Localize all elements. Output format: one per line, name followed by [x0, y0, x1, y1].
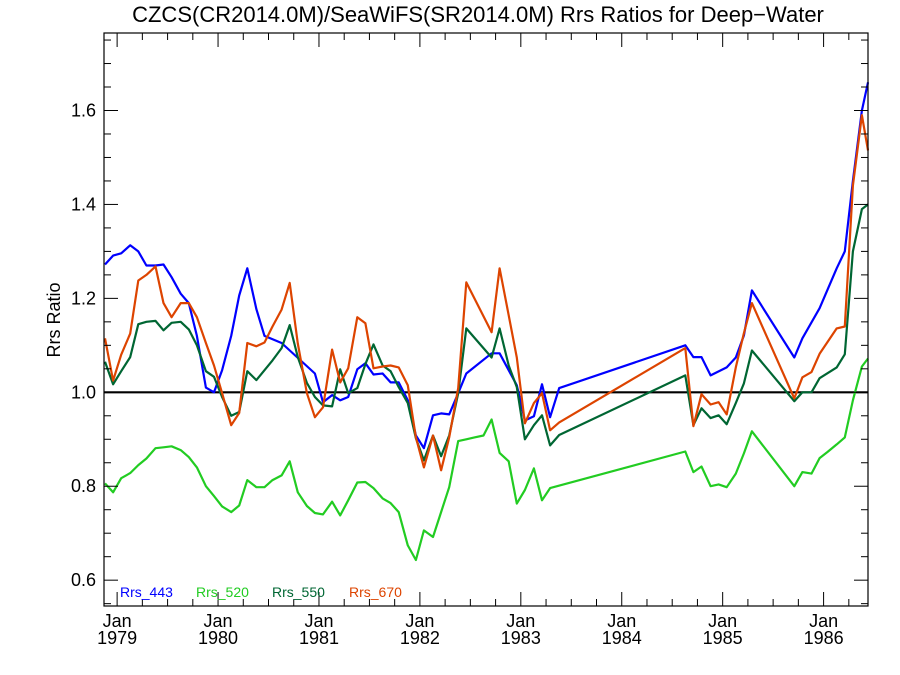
x-tick-label-year: 1981	[299, 628, 339, 648]
x-tick-label-month: Jan	[809, 611, 838, 631]
x-tick-label-year: 1984	[602, 628, 642, 648]
x-tick-label-month: Jan	[708, 611, 737, 631]
y-tick-label: 0.8	[71, 476, 96, 496]
x-tick-label-year: 1982	[400, 628, 440, 648]
y-tick-label: 1.4	[71, 194, 96, 214]
x-tick-label-year: 1983	[501, 628, 541, 648]
series-line-rrs-443	[104, 82, 870, 450]
chart-title: CZCS(CR2014.0M)/SeaWiFS(SR2014.0M) Rrs R…	[132, 2, 824, 27]
series-line-rrs-520	[104, 357, 869, 562]
legend-entry-rrs-443: Rrs_443	[120, 584, 173, 600]
x-tick-label-year: 1980	[198, 628, 238, 648]
x-tick-label-year: 1986	[804, 628, 844, 648]
y-tick-label: 1.0	[71, 382, 96, 402]
legend: Rrs_443 Rrs_520 Rrs_550 Rrs_670	[120, 584, 402, 600]
x-tick-label-year: 1979	[97, 628, 137, 648]
x-tick-label-month: Jan	[103, 611, 132, 631]
series-line-rrs-670	[103, 114, 870, 472]
x-tick-label-month: Jan	[506, 611, 535, 631]
series-line-rrs-550	[103, 203, 869, 462]
legend-entry-rrs-670: Rrs_670	[349, 584, 402, 600]
x-tick-label-year: 1985	[703, 628, 743, 648]
x-tick-label-month: Jan	[405, 611, 434, 631]
y-tick-label: 0.6	[71, 570, 96, 590]
y-tick-label: 1.6	[71, 100, 96, 120]
x-tick-label-month: Jan	[304, 611, 333, 631]
legend-entry-rrs-520: Rrs_520	[196, 584, 249, 600]
y-axis-label: Rrs Ratio	[44, 282, 64, 357]
plot-series-group	[103, 82, 870, 562]
legend-entry-rrs-550: Rrs_550	[272, 584, 325, 600]
axis-ticks-group: 0.60.81.01.21.41.6Jan1979Jan1980Jan1981J…	[71, 33, 868, 648]
plot-frame	[103, 32, 869, 607]
x-tick-label-month: Jan	[607, 611, 636, 631]
x-tick-label-month: Jan	[204, 611, 233, 631]
y-tick-label: 1.2	[71, 288, 96, 308]
